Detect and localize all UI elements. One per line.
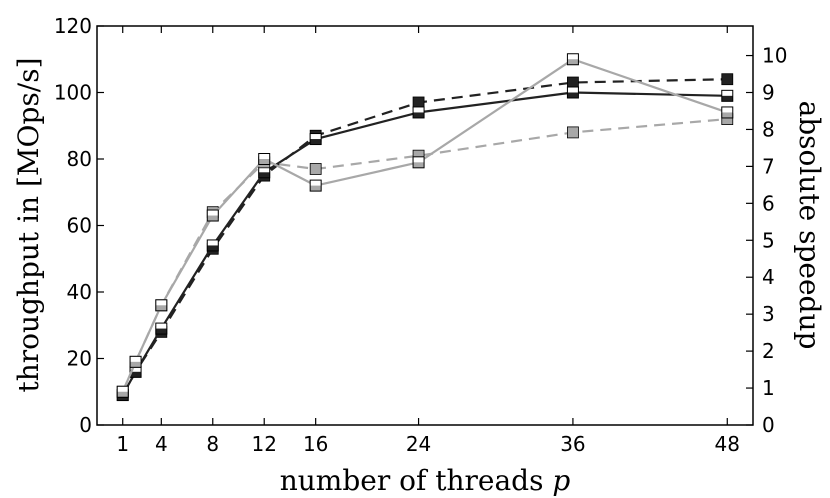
data-point: [721, 106, 734, 119]
data-point-fill: [117, 395, 129, 401]
data-point: [567, 76, 579, 89]
x-tick-label: 16: [303, 432, 328, 456]
y-right-tick-label: 3: [762, 302, 775, 326]
data-point-fill: [310, 185, 322, 192]
data-point-fill: [207, 215, 219, 222]
data-point-border: [206, 239, 219, 252]
x-axis-title-var: p: [552, 464, 570, 497]
data-point-fill: [130, 361, 142, 368]
series-line: [121, 58, 728, 393]
y-left-tick-label: 120: [54, 14, 92, 38]
y-left-tick-label: 60: [67, 214, 92, 238]
data-point-border: [206, 209, 219, 222]
y-left-tick-label: 80: [67, 147, 92, 171]
data-point: [116, 385, 129, 398]
y-right-tick-label: 1: [762, 376, 775, 400]
y-axis-left: 0 20 40 60 80 100 120: [54, 14, 104, 437]
data-point-fill: [155, 328, 167, 335]
data-point-fill: [155, 305, 167, 311]
data-point-border: [566, 86, 579, 99]
y-left-tick-label: 40: [67, 280, 92, 304]
data-point-fill: [258, 159, 270, 165]
data-point-fill: [413, 112, 425, 118]
y-left-tick-label: 20: [67, 347, 92, 371]
data-point-fill: [721, 112, 733, 118]
data-point-border: [412, 156, 425, 169]
y-right-tick-label: 0: [762, 413, 775, 437]
data-point-border: [129, 355, 142, 368]
data-point-border: [309, 133, 322, 146]
data-point-border: [309, 179, 322, 192]
data-point-border: [155, 322, 168, 335]
y-left-tick-label: 100: [54, 81, 92, 105]
y-right-tick-label: 2: [762, 339, 775, 363]
data-point: [309, 179, 322, 192]
plot-frame: [96, 25, 754, 426]
data-point-border: [721, 106, 734, 119]
data-point: [567, 126, 579, 139]
data-point-border: [116, 385, 129, 398]
x-tick-label: 24: [406, 432, 431, 456]
data-point: [566, 53, 579, 66]
data-point-fill: [117, 391, 129, 398]
x-tick-label: 36: [560, 432, 585, 456]
x-tick-label: 48: [715, 432, 740, 456]
x-axis-title: number of threads p: [280, 464, 571, 497]
data-point-fill: [567, 59, 579, 65]
x-tick-label: 12: [251, 432, 276, 456]
y-axis-right: 0 1 2 3 4 5 6 7 8 9 10: [746, 44, 787, 437]
data-point: [155, 299, 168, 312]
series-4: [116, 53, 734, 398]
series-2: [116, 86, 734, 402]
data-point-border: [258, 153, 271, 165]
y-right-tick-label: 8: [762, 117, 775, 141]
data-point-border: [721, 89, 734, 102]
y-right-tick-label: 10: [762, 44, 787, 68]
data-point: [206, 239, 219, 252]
series-line: [121, 118, 728, 393]
data-point: [721, 89, 734, 102]
data-point: [309, 163, 322, 175]
y-right-tick-label: 6: [762, 191, 775, 215]
data-point-fill: [721, 95, 733, 102]
y-axis-left-title: throughput in [MOps/s]: [12, 57, 45, 392]
data-point-border: [155, 299, 168, 312]
data-point: [412, 96, 425, 109]
data-point: [566, 86, 579, 99]
data-point-fill: [310, 139, 322, 145]
y-axis-right-title: absolute speedup: [793, 101, 826, 350]
data-point-fill: [413, 162, 425, 168]
data-point: [206, 209, 219, 222]
x-axis: 1 4 8 12 16 24 36 48: [116, 26, 740, 456]
x-tick-label: 4: [155, 432, 168, 456]
x-tick-label: 8: [206, 432, 219, 456]
data-point: [155, 322, 168, 335]
x-tick-label: 1: [116, 432, 129, 456]
data-point-fill: [567, 92, 579, 98]
data-point: [258, 153, 271, 165]
data-point: [412, 156, 425, 169]
y-right-tick-label: 7: [762, 154, 775, 178]
series-layer: [116, 53, 734, 402]
data-point-border: [566, 53, 579, 66]
y-right-tick-label: 9: [762, 81, 775, 105]
y-right-tick-label: 5: [762, 228, 775, 252]
y-right-tick-label: 4: [762, 265, 775, 289]
data-point-fill: [258, 172, 270, 178]
data-point: [721, 73, 734, 86]
data-point: [129, 355, 142, 368]
data-point: [309, 133, 322, 146]
data-point: [258, 166, 271, 179]
data-point: [412, 106, 425, 119]
data-point-fill: [207, 245, 219, 251]
data-point-border: [412, 106, 425, 119]
series-1: [116, 73, 734, 401]
x-axis-title-text: number of threads: [280, 464, 553, 497]
y-left-tick-label: 0: [79, 413, 92, 437]
data-point-fill: [130, 371, 142, 378]
